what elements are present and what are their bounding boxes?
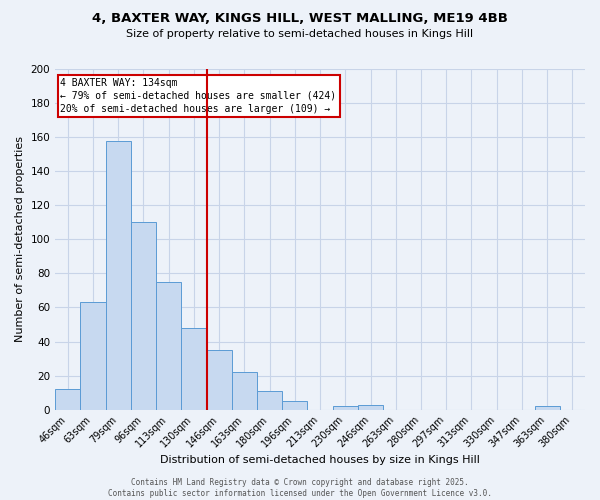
Bar — [257, 391, 282, 409]
Text: Contains HM Land Registry data © Crown copyright and database right 2025.
Contai: Contains HM Land Registry data © Crown c… — [108, 478, 492, 498]
Bar — [156, 282, 181, 410]
Y-axis label: Number of semi-detached properties: Number of semi-detached properties — [15, 136, 25, 342]
Bar — [535, 406, 560, 410]
Bar — [181, 328, 206, 409]
Bar — [232, 372, 257, 410]
Bar — [206, 350, 232, 410]
Bar — [282, 401, 307, 409]
Text: 4, BAXTER WAY, KINGS HILL, WEST MALLING, ME19 4BB: 4, BAXTER WAY, KINGS HILL, WEST MALLING,… — [92, 12, 508, 26]
X-axis label: Distribution of semi-detached houses by size in Kings Hill: Distribution of semi-detached houses by … — [160, 455, 480, 465]
Bar — [80, 302, 106, 410]
Bar — [55, 389, 80, 409]
Bar — [358, 404, 383, 409]
Text: 4 BAXTER WAY: 134sqm
← 79% of semi-detached houses are smaller (424)
20% of semi: 4 BAXTER WAY: 134sqm ← 79% of semi-detac… — [61, 78, 337, 114]
Bar — [332, 406, 358, 410]
Bar — [106, 140, 131, 409]
Text: Size of property relative to semi-detached houses in Kings Hill: Size of property relative to semi-detach… — [127, 29, 473, 39]
Bar — [131, 222, 156, 410]
